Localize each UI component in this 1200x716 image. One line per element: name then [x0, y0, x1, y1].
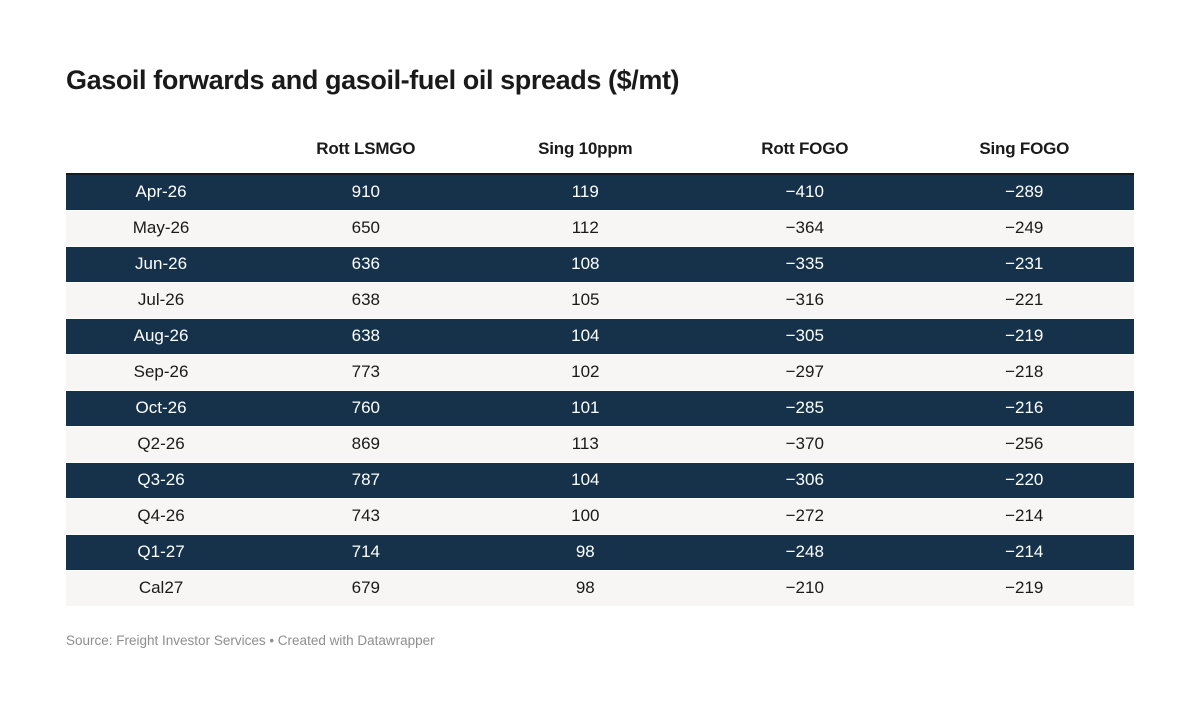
cell-value: 101 [475, 389, 696, 426]
cell-value: −219 [914, 569, 1134, 606]
cell-value: 102 [475, 353, 696, 390]
cell-value: −210 [695, 569, 915, 606]
cell-value: −410 [785, 182, 824, 202]
table-body: Apr-26 910 119 −410 −289 May-26 650 112 … [66, 174, 1134, 606]
cell-value: 638 [256, 281, 476, 318]
cell-value: 98 [475, 533, 696, 570]
cell-value: −231 [914, 245, 1134, 282]
column-header-sing-fogo: Sing FOGO [914, 97, 1134, 175]
cell-value: −221 [914, 281, 1134, 318]
row-label: May-26 [66, 209, 257, 246]
row-label: Apr-26 [135, 182, 187, 202]
row-label: Sep-26 [66, 353, 257, 390]
cell-value: 638 [256, 317, 476, 354]
cell-value: −297 [695, 353, 915, 390]
cell-value: −305 [695, 317, 915, 354]
table-row: Q2-26 869 113 −370 −256 [66, 425, 1134, 462]
row-label: Q4-26 [66, 497, 257, 534]
table-row: Apr-26 910 119 −410 −289 [66, 174, 1134, 210]
cell-value: 105 [475, 281, 696, 318]
row-label: Cal27 [66, 569, 257, 606]
row-label: Oct-26 [66, 389, 257, 426]
cell-value: 679 [256, 569, 476, 606]
cell-value: −214 [914, 497, 1134, 534]
table-row: May-26 650 112 −364 −249 [66, 209, 1134, 246]
forwards-table: Rott LSMGO Sing 10ppm Rott FOGO Sing FOG… [66, 97, 1134, 606]
cell-value: 743 [256, 497, 476, 534]
cell-value: 98 [475, 569, 696, 606]
cell-value: −364 [695, 209, 915, 246]
chart-container: Gasoil forwards and gasoil-fuel oil spre… [66, 65, 1134, 648]
cell-value: 100 [475, 497, 696, 534]
table-row: Cal27 679 98 −210 −219 [66, 569, 1134, 606]
cell-value: −256 [914, 425, 1134, 462]
column-header-sing-10ppm: Sing 10ppm [475, 97, 696, 175]
row-label: Aug-26 [66, 317, 257, 354]
cell-value: 104 [475, 317, 696, 354]
cell-value: −289 [1005, 182, 1044, 202]
cell-value: −272 [695, 497, 915, 534]
cell-value: 760 [256, 389, 476, 426]
table-header: Rott LSMGO Sing 10ppm Rott FOGO Sing FOG… [66, 97, 1134, 175]
table-row: Q3-26 787 104 −306 −220 [66, 461, 1134, 498]
cell-value: −249 [914, 209, 1134, 246]
row-label: Jul-26 [66, 281, 257, 318]
cell-value: 773 [256, 353, 476, 390]
cell-value: 108 [475, 245, 696, 282]
cell-value: −216 [914, 389, 1134, 426]
cell-value: 119 [571, 182, 599, 202]
cell-value: −214 [914, 533, 1134, 570]
table-row: Jul-26 638 105 −316 −221 [66, 281, 1134, 318]
table-row: Aug-26 638 104 −305 −219 [66, 317, 1134, 354]
cell-value: 910 [351, 182, 381, 202]
cell-value: 113 [475, 425, 696, 462]
cell-value: −335 [695, 245, 915, 282]
row-label: Q3-26 [66, 461, 257, 498]
cell-value: 787 [256, 461, 476, 498]
table-row: Sep-26 773 102 −297 −218 [66, 353, 1134, 390]
row-label: Jun-26 [66, 245, 257, 282]
table-row: Oct-26 760 101 −285 −216 [66, 389, 1134, 426]
cell-value: 714 [256, 533, 476, 570]
cell-value: −370 [695, 425, 915, 462]
cell-value: −316 [695, 281, 915, 318]
cell-value: −285 [695, 389, 915, 426]
table-row: Jun-26 636 108 −335 −231 [66, 245, 1134, 282]
cell-value: −220 [914, 461, 1134, 498]
row-label: Q1-27 [66, 533, 257, 570]
cell-value: 112 [475, 209, 696, 246]
table-row: Q4-26 743 100 −272 −214 [66, 497, 1134, 534]
cell-value: −218 [914, 353, 1134, 390]
header-row: Rott LSMGO Sing 10ppm Rott FOGO Sing FOG… [66, 97, 1134, 175]
row-label: Q2-26 [66, 425, 257, 462]
column-header-period [66, 97, 257, 175]
cell-value: −248 [695, 533, 915, 570]
cell-value: 650 [256, 209, 476, 246]
cell-value: 636 [256, 245, 476, 282]
cell-value: 869 [256, 425, 476, 462]
cell-value: 104 [475, 461, 696, 498]
source-attribution: Source: Freight Investor Services • Crea… [66, 633, 435, 648]
cell-value: −219 [914, 317, 1134, 354]
chart-title: Gasoil forwards and gasoil-fuel oil spre… [66, 65, 680, 95]
cell-value: −306 [695, 461, 915, 498]
column-header-rott-fogo: Rott FOGO [695, 97, 915, 175]
column-header-rott-lsmgo: Rott LSMGO [256, 97, 476, 175]
table-row: Q1-27 714 98 −248 −214 [66, 533, 1134, 570]
